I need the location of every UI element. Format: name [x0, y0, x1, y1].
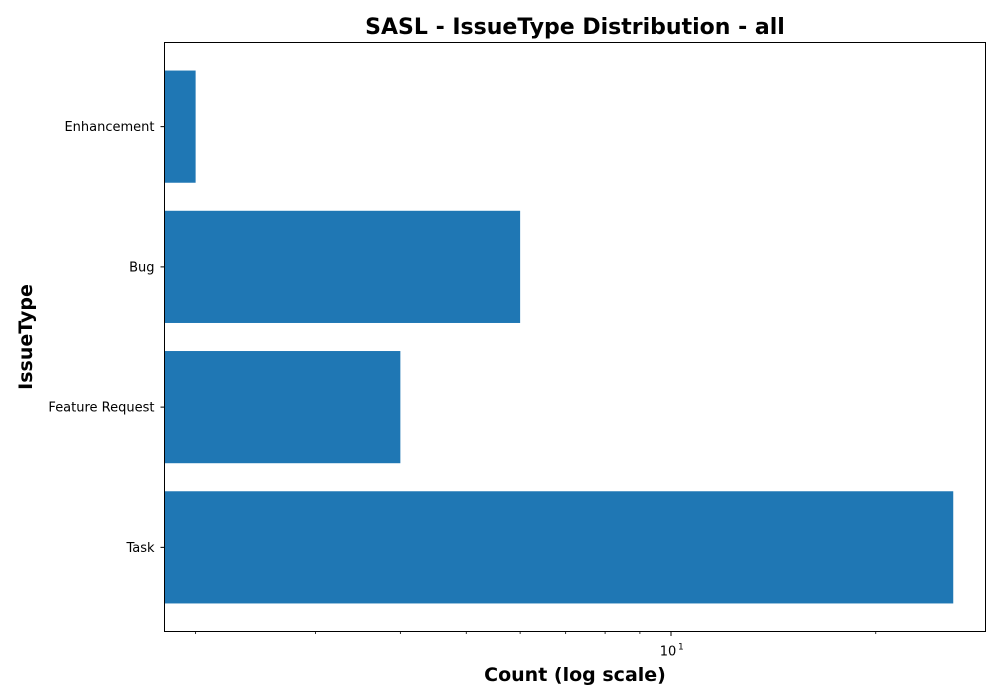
bar-bug — [164, 210, 521, 323]
plot-frame — [164, 42, 986, 632]
x-axis-label: Count (log scale) — [484, 664, 666, 686]
x-tick-exponent: 1 — [678, 643, 684, 653]
y-tick-label: Bug — [129, 260, 154, 275]
y-tick-label: Task — [125, 541, 155, 556]
ticks-layer: Enhancement Bug Feature Request Task 10 1 — [48, 120, 877, 660]
bar-feature-request — [164, 351, 401, 464]
x-tick-label: 10 — [660, 645, 677, 660]
bars-layer — [164, 70, 954, 604]
bar-task — [164, 491, 954, 604]
bar-enhancement — [164, 70, 196, 183]
y-axis-label: IssueType — [15, 284, 37, 390]
y-tick-label: Feature Request — [48, 401, 154, 416]
y-tick-label: Enhancement — [64, 120, 154, 135]
chart-title: SASL - IssueType Distribution - all — [365, 15, 785, 40]
